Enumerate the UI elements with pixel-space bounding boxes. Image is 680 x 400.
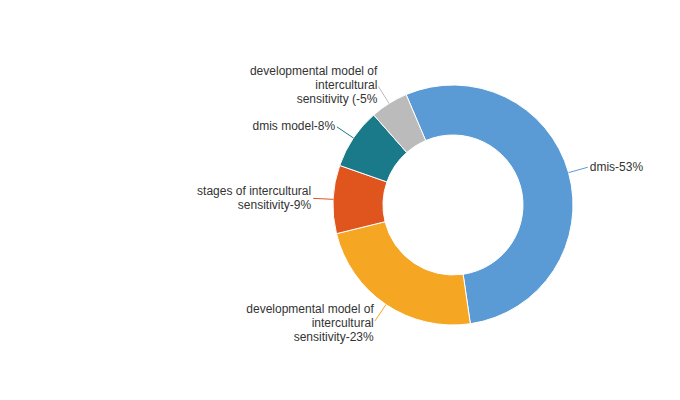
svg-text:dmis model-8%: dmis model-8%	[252, 119, 335, 133]
svg-text:developmental model ofintercul: developmental model ofinterculturalsensi…	[246, 302, 374, 344]
svg-text:stages of interculturalsensiti: stages of interculturalsensitivity-9%	[197, 184, 311, 212]
svg-text:dmis-53%: dmis-53%	[590, 160, 644, 174]
svg-text:developmental model ofintercul: developmental model ofinterculturalsensi…	[250, 64, 378, 106]
